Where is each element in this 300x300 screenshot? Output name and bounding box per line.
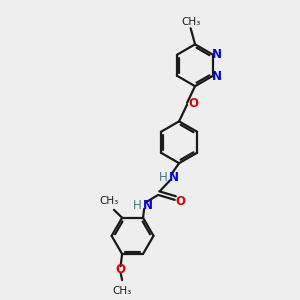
Text: H: H — [133, 199, 141, 212]
Text: N: N — [143, 199, 153, 212]
Text: O: O — [116, 263, 126, 276]
Text: CH₃: CH₃ — [99, 196, 118, 206]
Text: N: N — [212, 48, 222, 61]
Text: CH₃: CH₃ — [181, 17, 200, 27]
Text: N: N — [169, 171, 179, 184]
Text: CH₃: CH₃ — [112, 286, 132, 296]
Text: O: O — [188, 97, 198, 110]
Text: O: O — [175, 195, 185, 208]
Text: H: H — [159, 171, 167, 184]
Text: N: N — [212, 70, 222, 83]
